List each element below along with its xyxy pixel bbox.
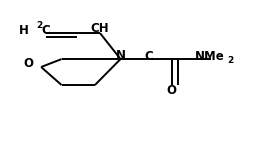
- Text: O: O: [23, 57, 33, 70]
- Text: 2: 2: [228, 56, 234, 65]
- Text: C: C: [144, 50, 153, 63]
- Text: CH: CH: [91, 22, 109, 35]
- Text: 2: 2: [36, 21, 42, 30]
- Text: H: H: [18, 24, 28, 37]
- Text: O: O: [167, 84, 177, 97]
- Text: C: C: [42, 24, 51, 37]
- Text: N: N: [116, 49, 126, 62]
- Text: NMe: NMe: [195, 50, 225, 63]
